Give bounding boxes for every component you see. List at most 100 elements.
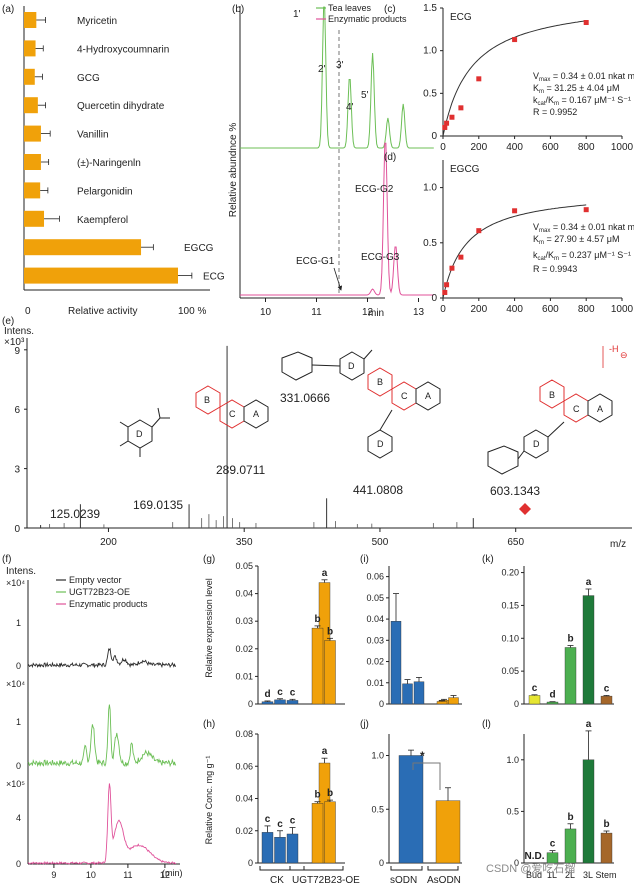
- panel-e-ytick-label: 0: [14, 524, 20, 535]
- panel_k-bar: [600, 695, 613, 705]
- panel-f-tick-0b: 0: [16, 761, 21, 771]
- ring-b-441: B: [377, 377, 383, 387]
- bracket-asodn: [427, 866, 459, 871]
- ring-d-603: D: [533, 439, 540, 449]
- charge-label: -H: [609, 344, 619, 354]
- panel_c-ytick-label: 1.5: [423, 3, 437, 14]
- panel_d-xtick-label: 800: [578, 304, 595, 315]
- panel-f-unit-2: ×10⁴: [6, 679, 25, 689]
- panel_g-bar: [324, 640, 336, 705]
- panel-b-label: (b): [232, 4, 244, 15]
- panel-l-label: (l): [482, 719, 491, 730]
- panel-g-label: (g): [203, 554, 215, 565]
- panel-c-label: (c): [384, 4, 396, 15]
- panel-d-ticks: 0 200 400 600 800 1000 0 0.5 1.0: [423, 183, 633, 315]
- peak-ecg-g2: ECG-G2: [355, 184, 394, 195]
- panel_c-ytick-label: 1.0: [423, 46, 437, 57]
- panel_g-bar: [311, 627, 324, 705]
- ring-c-441: C: [401, 391, 408, 401]
- panel_j-ytick-label: 0: [379, 858, 384, 868]
- panel-f-tick-0a: 0: [16, 661, 21, 671]
- panel_i-ytick-label: 0.01: [366, 678, 384, 688]
- panel-f-label: (f): [2, 554, 11, 565]
- panel-i-ticks: 0 0.01 0.02 0.03 0.04 0.05 0.06: [366, 572, 389, 709]
- panel_d-data-point: [476, 228, 482, 234]
- panel-b-ticks: 10 11 12 13: [260, 298, 424, 318]
- panel_h-sig-letter: a: [322, 746, 328, 757]
- precursor-diamond: [519, 503, 531, 515]
- panel_l-sig-letter: b: [603, 819, 609, 830]
- panel-f-tick-1a: 1: [16, 618, 21, 628]
- panel_h-sig-letter: b: [327, 788, 333, 799]
- panel-a-category-label: (±)-Naringenln: [77, 158, 141, 169]
- panel_c-xtick-label: 0: [440, 142, 446, 153]
- ring-d-441: D: [377, 439, 384, 449]
- panel-f-unit-3: ×10⁵: [6, 779, 25, 789]
- panel-a-bar: [24, 239, 142, 256]
- ring-d-331: D: [348, 361, 355, 371]
- panel-i-label: (i): [360, 554, 369, 565]
- peak-label-4: 4': [346, 102, 354, 113]
- panel-f-enzymatic-trace: [27, 783, 176, 865]
- panel_d-xtick-label: 0: [440, 304, 446, 315]
- panel-k-ticks: 0 0.05 0.10 0.15 0.20: [501, 568, 524, 709]
- panel_h-bar: [261, 832, 274, 864]
- panel-a-x0: 0: [25, 306, 31, 317]
- panel_l-sig-letter: b: [567, 812, 573, 823]
- panel_l-ytick-label: 0.5: [506, 806, 519, 816]
- panel-d-label: (d): [384, 152, 396, 163]
- panel_j-ytick-label: 1.0: [371, 751, 384, 761]
- panel_k-sig-letter: d: [549, 690, 555, 701]
- panel-a-bar: [24, 210, 45, 227]
- panel-e-peak-label: 331.0666: [280, 391, 330, 405]
- panel-k-label: (k): [482, 554, 494, 565]
- panel-e-peak-label: 289.0711: [216, 463, 265, 477]
- panel-a-category-label: Kaempferol: [77, 215, 128, 226]
- panel-a-category-label: Myricetin: [77, 16, 117, 27]
- panel-f-xtick-label: 9: [51, 870, 56, 880]
- panel-e-peak-label: 125.0239: [50, 507, 100, 521]
- panel_h-bar: [274, 837, 286, 864]
- peak-label-1: 1': [293, 9, 301, 20]
- panel_c-xtick-label: 800: [578, 142, 595, 153]
- panel_l-ytick-label: 1.0: [506, 755, 519, 765]
- panel-f-unit-1: ×10⁴: [6, 578, 25, 588]
- panel_h-sig-letter: b: [314, 790, 320, 801]
- charge-sign: ⊖: [620, 350, 628, 360]
- panel-d-r: R = 0.9943: [533, 264, 577, 274]
- panel_k-bar: [582, 595, 595, 705]
- panel_h-sig-letter: c: [265, 814, 271, 825]
- panel_i-ytick-label: 0.03: [366, 635, 384, 645]
- panel_k-sig-letter: b: [567, 634, 573, 645]
- panel-b-enzymatic-trace: [240, 142, 434, 296]
- panel-e-peak-label: 603.1343: [490, 484, 540, 498]
- panel-e-peak-label: 441.0808: [353, 483, 403, 497]
- panel-l-category: Stem: [595, 870, 616, 880]
- panel-c-km: Km = 31.25 ± 4.04 μM: [533, 83, 619, 95]
- panel-j-ticks: 0 0.5 1.0: [371, 751, 389, 868]
- legend-empty-vector: Empty vector: [69, 575, 122, 585]
- panel_k-sig-letter: c: [532, 683, 538, 694]
- ring-b-289: B: [204, 395, 210, 405]
- panel-a-category-label: Quercetin dihydrate: [77, 101, 165, 112]
- panel_i-ytick-label: 0.06: [366, 572, 384, 582]
- panel-e-ytick-label: 6: [14, 405, 20, 416]
- panel_h-ytick-label: 0.08: [235, 729, 253, 739]
- ring-a-441: A: [425, 391, 431, 401]
- panel-e-ytick-label: 9: [14, 346, 20, 357]
- panel_k-bar: [528, 695, 541, 705]
- panel-e-ytick-label: 3: [14, 465, 20, 476]
- structure-169: [119, 407, 170, 457]
- panel-e-label: (e): [2, 316, 14, 327]
- panel_c-data-point: [583, 20, 589, 26]
- panel_c-xtick-label: 1000: [611, 142, 634, 153]
- panel_h-ytick-label: 0.06: [235, 761, 253, 771]
- panel_g-ytick-label: 0: [248, 699, 253, 709]
- panel_j-bar: [435, 800, 461, 864]
- panel_d-ytick-label: 0.5: [423, 238, 437, 249]
- panel-l-category: 3L: [583, 870, 593, 880]
- panel-c-kcat: kcat/Km = 0.167 μM⁻¹ S⁻¹: [533, 95, 631, 107]
- watermark: CSDN @爱吃石榴: [486, 861, 575, 875]
